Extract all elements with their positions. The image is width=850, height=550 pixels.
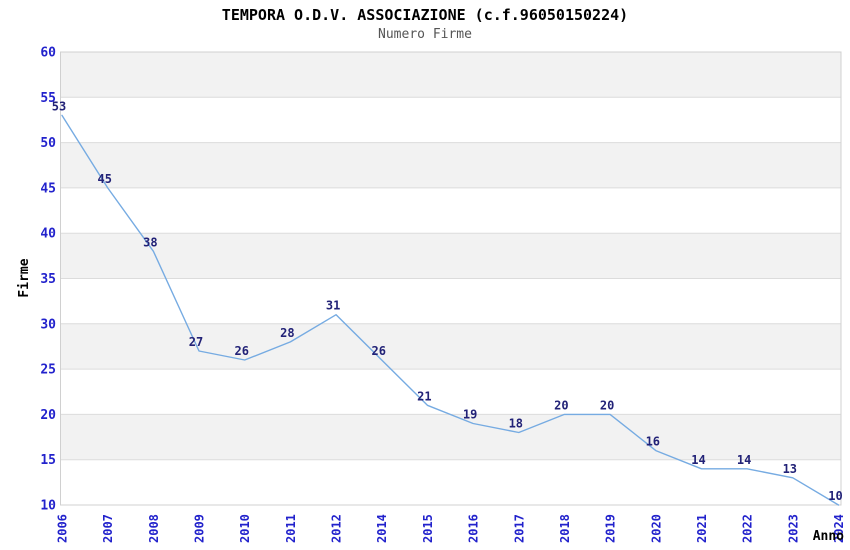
data-point-label: 53: [52, 99, 66, 113]
plot-band: [60, 369, 841, 415]
data-point-label: 31: [326, 299, 340, 313]
data-point-label: 13: [783, 462, 797, 476]
x-axis-tick-label: 2019: [604, 514, 618, 543]
data-point-label: 14: [737, 453, 751, 467]
data-point-label: 14: [691, 453, 705, 467]
plot-band: [60, 278, 841, 324]
data-point-label: 20: [600, 398, 614, 412]
plot-band: [60, 52, 841, 98]
data-point-label: 21: [417, 389, 431, 403]
x-axis-tick-label: 2024: [832, 514, 846, 543]
data-point-label: 45: [97, 172, 111, 186]
x-axis-tick-label: 2010: [238, 514, 252, 543]
y-axis-tick-label: 35: [40, 272, 56, 287]
x-axis-tick-label: 2006: [56, 514, 70, 543]
data-point-label: 18: [509, 417, 523, 431]
plot-band: [60, 233, 841, 279]
y-axis-tick-label: 30: [40, 317, 56, 332]
x-axis-tick-label: 2021: [695, 514, 709, 543]
plot-band: [60, 459, 841, 505]
plot-band: [60, 97, 841, 143]
y-axis-tick-label: 60: [40, 46, 56, 61]
x-axis-tick-label: 2012: [330, 514, 344, 543]
series-line: [61, 114, 840, 506]
x-axis-tick-label: 2008: [147, 514, 161, 543]
x-axis-tick-label: 2016: [467, 514, 481, 543]
x-axis-tick-label: 2018: [558, 514, 572, 543]
y-axis-tick-label: 15: [40, 453, 56, 468]
x-axis-tick-label: 2023: [786, 514, 800, 543]
y-axis-tick-label: 55: [40, 91, 56, 106]
data-point-label: 26: [234, 344, 248, 358]
x-axis-tick-label: 2017: [512, 514, 526, 543]
y-axis-tick-label: 45: [40, 181, 56, 196]
x-axis-tick-label: 2007: [101, 514, 115, 543]
plot-band: [60, 323, 841, 370]
data-point-label: 38: [143, 235, 157, 249]
data-point-label: 10: [828, 489, 842, 503]
plot-band: [60, 187, 841, 234]
x-axis-tick-label: 2014: [375, 514, 389, 543]
x-axis-tick-label: 2011: [284, 514, 298, 543]
x-axis-tick-label: 2015: [421, 514, 435, 543]
x-axis-tick-label: 2009: [193, 514, 207, 543]
x-axis-tick-label: 2020: [649, 514, 663, 543]
y-axis-name: Firme: [17, 258, 32, 297]
data-point-label: 19: [463, 408, 477, 422]
y-axis-tick-label: 20: [40, 408, 56, 423]
y-axis-tick-label: 10: [40, 499, 56, 514]
data-point-label: 28: [280, 326, 294, 340]
y-axis-tick-label: 25: [40, 363, 56, 378]
plot-border: [60, 51, 842, 506]
chart-title: TEMPORA O.D.V. ASSOCIAZIONE (c.f.9605015…: [221, 6, 629, 24]
y-axis-tick-label: 40: [40, 227, 56, 242]
plot-band: [60, 142, 841, 188]
data-point-label: 16: [646, 435, 660, 449]
data-point-label: 27: [189, 335, 203, 349]
data-point-label: 20: [554, 398, 568, 412]
data-point-label: 26: [371, 344, 385, 358]
chart-subtitle: Numero Firme: [378, 27, 472, 42]
x-axis-tick-label: 2022: [741, 514, 755, 543]
plot-band: [60, 414, 841, 460]
x-axis-name: Anno: [813, 529, 844, 544]
y-axis-tick-label: 50: [40, 136, 56, 151]
